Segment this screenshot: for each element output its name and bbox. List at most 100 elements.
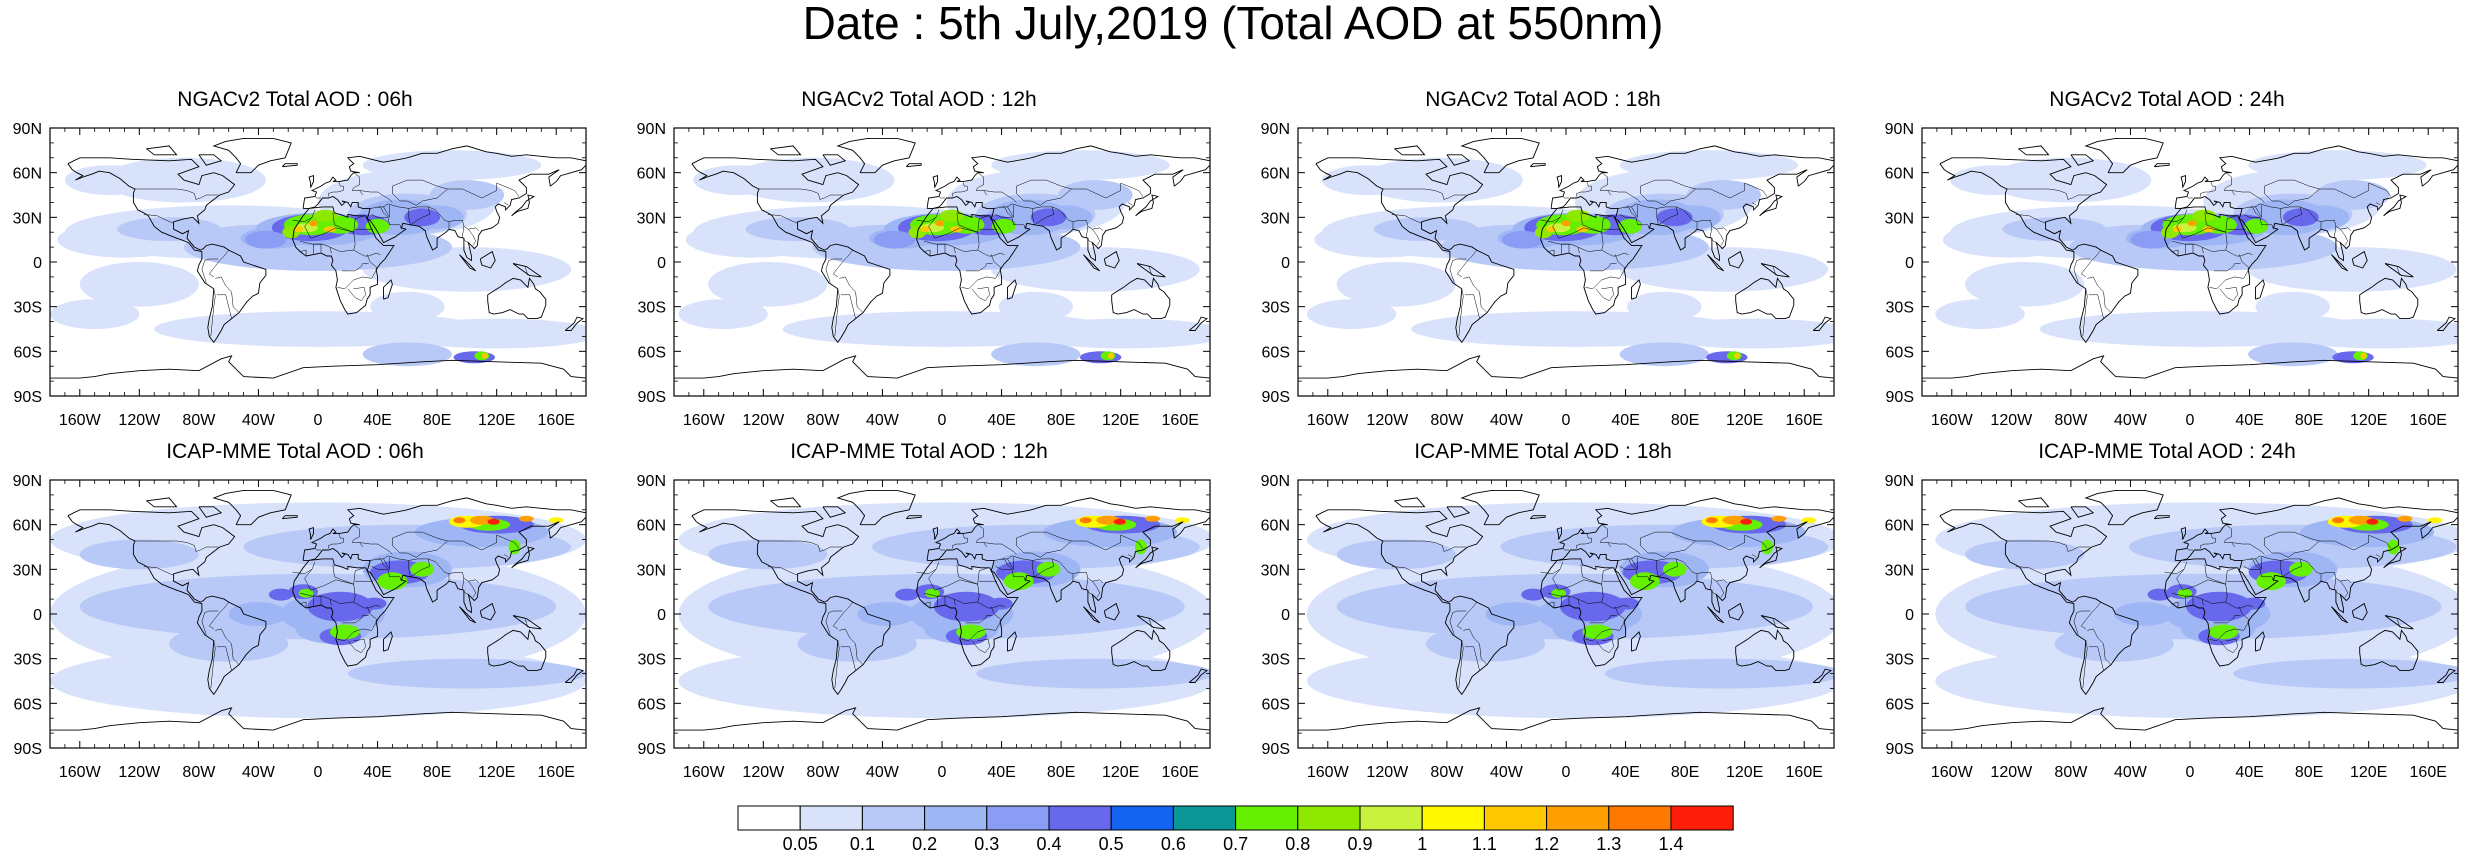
country-border: [758, 540, 843, 552]
lon-label: 40E: [2235, 764, 2263, 781]
lat-label: 0: [1281, 255, 1290, 272]
country-border: [2185, 595, 2194, 607]
map-panel: ICAP-MME Total AOD : 18h 90N 60N 30N 0 30S 60S…: [1248, 440, 1838, 790]
lon-label: 120W: [118, 412, 161, 429]
aod-contour: [2277, 318, 2458, 349]
aod-contour: [370, 291, 445, 322]
country-border: [2186, 548, 2193, 551]
country-border: [916, 561, 940, 575]
aod-contour: [1373, 217, 1479, 242]
lon-label: 80E: [423, 412, 451, 429]
coastline: [1540, 206, 1643, 315]
lat-label: 30S: [1262, 652, 1290, 669]
aod-contour: [245, 230, 287, 249]
country-border: [1772, 618, 1777, 628]
country-border: [2255, 555, 2283, 577]
coastline: [1727, 250, 1744, 269]
panel-title: ICAP-MME Total AOD : 06h: [166, 440, 424, 463]
country-border: [1464, 294, 1480, 319]
country-border: [2088, 294, 2104, 319]
country-border: [1562, 196, 1569, 199]
coastline: [292, 558, 395, 667]
country-border: [1562, 548, 1569, 551]
country-border: [2015, 214, 2046, 224]
country-border: [924, 601, 931, 608]
map-panel: NGACv2 Total AOD : 18h 90N 60N 30N 0 30S 60S 90…: [1248, 88, 1838, 438]
coastlines: [50, 137, 586, 379]
coastline: [1735, 629, 1795, 672]
aod-contour: [1935, 299, 2025, 329]
coastline: [1136, 263, 1166, 278]
lat-label: 30S: [1262, 300, 1290, 317]
country-border: [2375, 554, 2381, 558]
lon-label: 80E: [2295, 412, 2323, 429]
country-border: [2242, 558, 2261, 570]
country-border: [1016, 179, 1073, 206]
coastline: [1707, 606, 1725, 624]
aod-contour: [976, 658, 1210, 689]
aod-contour: [988, 597, 1013, 610]
country-border: [1577, 247, 1580, 254]
aod-field: [1298, 480, 1834, 748]
aod-contour: [1576, 226, 1589, 233]
colorbar-swatch: [1670, 805, 1734, 831]
coastline: [2384, 615, 2414, 630]
figure-title: Date : 5th July,2019 (Total AOD at 550nm…: [802, 0, 1664, 49]
colorbar-swatch: [861, 805, 926, 831]
country-border: [1710, 226, 1717, 243]
country-border: [524, 266, 529, 276]
lat-label: 90S: [14, 741, 42, 758]
country-border: [387, 217, 402, 230]
country-border: [2300, 206, 2351, 231]
country-border: [834, 640, 840, 689]
country-border: [201, 258, 219, 283]
lat-label: 0: [33, 607, 42, 624]
aod-contour: [2114, 602, 2174, 626]
lon-label: 80W: [2054, 764, 2088, 781]
coastline: [1460, 489, 1540, 526]
aod-contour: [1485, 602, 1546, 626]
coastline: [281, 515, 298, 520]
country-border: [329, 599, 332, 606]
coastline: [564, 316, 585, 331]
lat-label: 60S: [638, 344, 666, 361]
lon-label: 80E: [1671, 764, 1699, 781]
coastline: [308, 526, 314, 540]
lat-label: 90N: [1261, 473, 1290, 490]
coastlines: [674, 137, 1210, 379]
lat-label: 90S: [14, 389, 42, 406]
coastline: [836, 489, 916, 526]
country-border: [448, 221, 456, 231]
country-border: [2186, 196, 2193, 199]
aod-contour: [1145, 515, 1161, 522]
lon-label: 160E: [1162, 412, 1199, 429]
country-border: [1464, 646, 1480, 671]
coastline: [2180, 526, 2186, 540]
aod-contour: [329, 624, 360, 640]
panel-title: NGACv2 Total AOD : 06h: [177, 88, 413, 111]
lon-label: 160E: [1786, 412, 1823, 429]
aod-contour: [2248, 342, 2338, 367]
coastlines: [1922, 137, 2458, 379]
country-border: [2319, 534, 2392, 551]
country-border: [300, 601, 307, 608]
country-border: [341, 263, 369, 272]
country-border: [1052, 558, 1103, 583]
panel-title: ICAP-MME Total AOD : 24h: [2038, 440, 2296, 463]
country-border: [2209, 606, 2250, 642]
coastline: [916, 558, 1019, 667]
coastline: [1939, 157, 2139, 344]
country-border: [2320, 221, 2328, 231]
country-border: [392, 179, 449, 206]
lon-label: 0: [1562, 764, 1571, 781]
country-border: [971, 639, 990, 654]
country-border: [134, 188, 219, 200]
lat-label: 0: [657, 255, 666, 272]
country-border: [134, 540, 219, 552]
colorbar-label: 1.1: [1472, 834, 1497, 850]
aod-contour: [1705, 517, 1718, 524]
aod-contour: [50, 299, 140, 329]
lon-label: 120W: [118, 764, 161, 781]
lon-label: 160W: [59, 764, 102, 781]
country-border: [2006, 540, 2091, 552]
